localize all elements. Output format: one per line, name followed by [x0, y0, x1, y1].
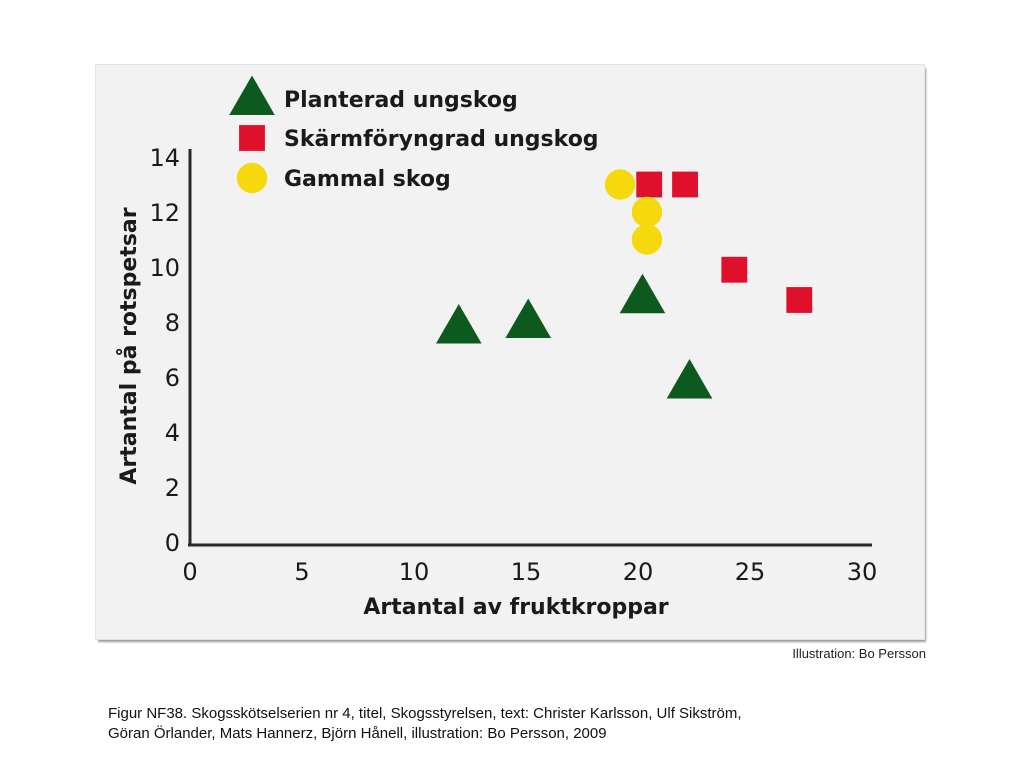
legend-label-1: Planterad ungskog: [284, 88, 518, 113]
point-series-1: [619, 273, 666, 314]
point-series-3: [604, 169, 636, 200]
y-tick-label: 12: [149, 199, 180, 227]
figure-panel: [96, 65, 924, 639]
y-axis-title: Artantal på rotspetsar: [116, 207, 142, 484]
y-tick-label: 14: [149, 144, 180, 172]
legend-marker-2: [239, 125, 265, 151]
x-tick-label: 25: [735, 558, 766, 586]
y-tick-label: 10: [149, 254, 180, 282]
point-series-1: [666, 358, 713, 399]
y-tick-label: 6: [165, 364, 180, 392]
axes: 0 5 10 15 20 25 30 0 2 4 6 8 10 12 14: [149, 144, 877, 586]
x-tick-label: 0: [182, 558, 197, 586]
data-points: [436, 169, 813, 399]
legend-marker-1: [229, 75, 275, 115]
point-series-2: [721, 256, 748, 283]
y-tick-label: 0: [165, 529, 180, 557]
y-tick-label: 2: [165, 474, 180, 502]
point-series-1: [436, 303, 482, 344]
x-tick-label: 30: [847, 558, 878, 586]
y-tick-label: 4: [165, 419, 180, 447]
point-series-3: [631, 224, 663, 255]
legend-label-2: Skärmföryngrad ungskog: [284, 127, 599, 152]
point-series-3: [631, 196, 663, 228]
point-series-2: [786, 287, 813, 313]
x-tick-label: 20: [623, 558, 654, 586]
x-tick-label: 10: [399, 558, 430, 586]
y-tick-label: 8: [165, 309, 180, 337]
x-tick-label: 5: [294, 558, 309, 586]
illustration-credit: Illustration: Bo Persson: [792, 646, 926, 661]
legend-label-3: Gammal skog: [284, 167, 451, 192]
x-tick-label: 15: [511, 558, 542, 586]
point-series-1: [505, 298, 552, 338]
point-series-2: [636, 171, 663, 198]
legend-marker-3: [236, 162, 268, 194]
caption-line-1: Figur NF38. Skogsskötselserien nr 4, tit…: [108, 705, 742, 722]
x-axis-title: Artantal av fruktkroppar: [363, 595, 668, 620]
caption-line-2: Göran Örlander, Mats Hannerz, Björn Håne…: [108, 725, 607, 742]
point-series-2: [672, 171, 698, 198]
figure-caption: Figur NF38. Skogsskötselserien nr 4, tit…: [108, 704, 908, 744]
legend: Planterad ungskog Skärmföryngrad ungskog G…: [229, 75, 599, 194]
